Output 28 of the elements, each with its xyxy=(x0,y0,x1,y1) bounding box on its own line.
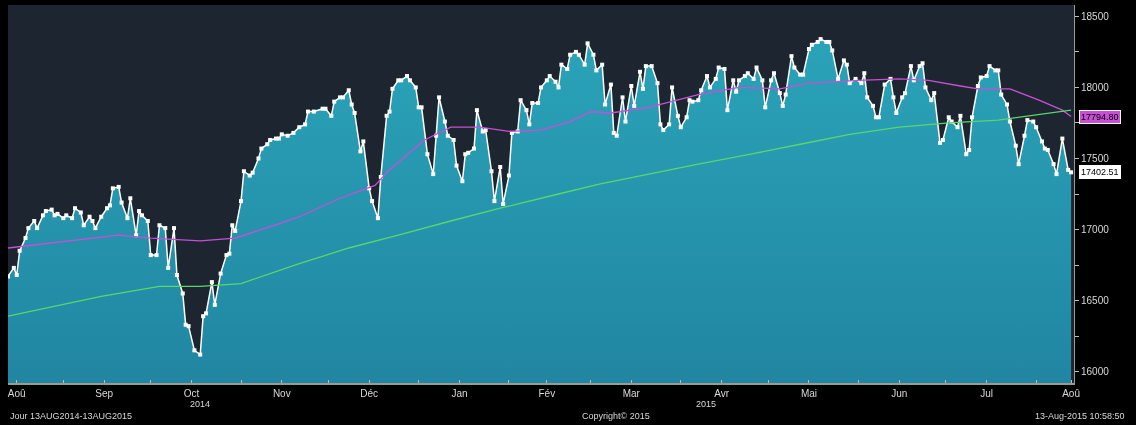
text: Copyright© 2015 xyxy=(582,411,650,421)
x-tick-label: Mai xyxy=(800,388,818,399)
line-series xyxy=(8,78,1072,249)
x-tick-label: Sep xyxy=(95,388,114,399)
y-tick-label: 18500 xyxy=(1081,10,1110,22)
text: 2015 xyxy=(696,399,717,409)
x-tick-label: Aoû xyxy=(1062,388,1080,399)
y-tick-label: 18000 xyxy=(1081,81,1110,93)
x-tick-label: Déc xyxy=(360,388,379,399)
y-tick-label: 16000 xyxy=(1081,366,1110,378)
y-tick-label: 16500 xyxy=(1081,295,1110,307)
text: 2014 xyxy=(190,399,211,409)
y-tick-label: 17000 xyxy=(1081,224,1110,236)
x-tick-label: Jul xyxy=(980,388,994,399)
annotation: 17402.51 xyxy=(1081,167,1119,177)
x-tick-label: Nov xyxy=(272,388,291,399)
line-series xyxy=(8,109,1072,317)
x-tick-label: Oct xyxy=(183,388,200,399)
x-tick-label: Jun xyxy=(891,388,908,399)
y-tick-label: 17500 xyxy=(1081,152,1110,164)
x-tick-label: Avr xyxy=(714,388,730,399)
annotation: 17794.80 xyxy=(1081,112,1119,122)
text: 13-Aug-2015 10:58:50 xyxy=(1035,411,1125,421)
x-tick-label: Fév xyxy=(538,388,556,399)
x-tick-label: Jan xyxy=(451,388,468,399)
x-tick-label: Aoû xyxy=(7,388,26,399)
text: Jour 13AUG2014-13AUG2015 xyxy=(10,411,133,421)
x-tick-label: Mar xyxy=(622,388,641,399)
